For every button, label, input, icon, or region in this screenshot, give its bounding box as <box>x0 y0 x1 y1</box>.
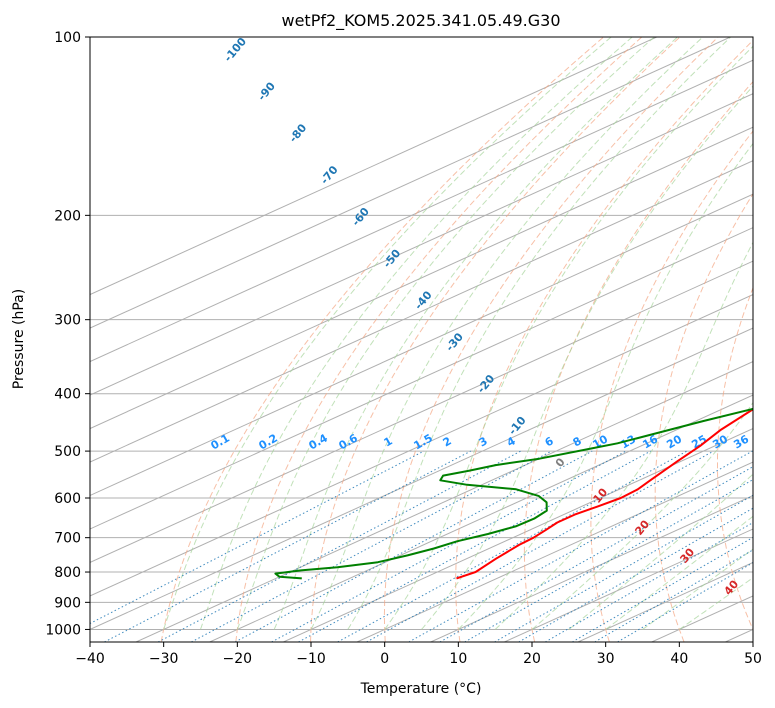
isotherm <box>430 494 753 642</box>
mixing-ratio-line <box>90 450 425 625</box>
y-axis: 100 200 300 400 500 600 700 800 900 1000 <box>45 30 90 638</box>
moist-adiabat <box>494 241 753 630</box>
dry-adiabat <box>654 192 753 642</box>
moist-adiabat <box>273 37 678 630</box>
x-tick-label: 0 <box>380 651 389 667</box>
moist-adiabat <box>679 577 753 630</box>
plot-frame <box>89 36 754 643</box>
isotherm <box>90 160 753 463</box>
isotherm <box>356 461 753 642</box>
isotherm <box>209 394 753 642</box>
isotherm <box>90 126 753 430</box>
x-tick-label: 30 <box>597 651 615 667</box>
y-tick-label: 1000 <box>45 622 81 638</box>
sounding-series <box>274 407 753 580</box>
mixing-ratio-line <box>271 450 627 642</box>
isotherm <box>90 260 753 564</box>
x-tick-label: −10 <box>296 651 326 667</box>
mixing-ratio-line <box>408 450 753 642</box>
moist-adiabat <box>236 37 655 630</box>
x-tick-label: 20 <box>523 651 541 667</box>
isotherm <box>90 193 753 497</box>
isotherm <box>90 327 753 630</box>
x-axis: −40 −30 −20 −10 0 10 20 30 40 50 <box>75 642 762 667</box>
x-tick-label: −30 <box>149 651 179 667</box>
moist-adiabat <box>568 473 753 630</box>
isotherm <box>283 427 753 642</box>
moist-adiabat <box>421 85 753 630</box>
x-tick-label: 40 <box>670 651 688 667</box>
x-tick-label: 10 <box>449 651 467 667</box>
mixing-ratio-line <box>494 494 753 642</box>
dry-adiabat <box>160 37 604 642</box>
moist-adiabat <box>531 401 753 630</box>
isotherm <box>90 294 753 597</box>
series-line-dewpoint <box>274 407 753 580</box>
y-tick-label: 900 <box>54 595 81 611</box>
mixing-ratio-line <box>518 507 753 642</box>
x-tick-label: 50 <box>744 651 762 667</box>
moist-adiabat <box>163 37 612 630</box>
plot-background <box>90 37 753 642</box>
isotherm <box>90 37 657 296</box>
moist-adiabat <box>384 45 753 630</box>
x-tick-label: −40 <box>75 651 105 667</box>
dry-adiabat <box>383 37 719 642</box>
dry-adiabat <box>590 130 753 642</box>
mixing-ratio-line <box>464 479 753 642</box>
y-tick-label: 200 <box>54 208 81 224</box>
isotherm <box>90 93 753 396</box>
isotherm <box>90 37 731 329</box>
moist-adiabat <box>347 37 732 630</box>
mixing-ratio-line <box>298 450 651 642</box>
y-axis-label: Pressure (hPa) <box>11 289 27 389</box>
moist-adiabat <box>310 37 704 630</box>
dry-adiabat <box>455 39 753 642</box>
y-tick-label: 500 <box>54 444 81 460</box>
dry-adiabat <box>523 80 753 642</box>
isotherm <box>135 361 753 642</box>
isotherm <box>90 59 753 363</box>
x-axis-label: Temperature (°C) <box>360 681 482 697</box>
dry-adiabat <box>717 286 753 631</box>
dry-adiabat <box>310 37 681 642</box>
isotherm <box>504 528 753 642</box>
y-tick-label: 600 <box>54 491 81 507</box>
y-tick-label: 700 <box>54 531 81 547</box>
chart-title: wetPf2_KOM5.2025.341.05.49.G30 <box>281 11 560 31</box>
x-tick-label: −20 <box>223 651 253 667</box>
y-tick-label: 300 <box>54 313 81 329</box>
moist-adiabat <box>457 142 753 630</box>
mixing-ratio-line <box>234 450 593 642</box>
mixing-ratio-line <box>439 466 753 642</box>
mixing-ratio-line <box>104 450 471 642</box>
isotherm <box>90 227 753 530</box>
series-line-temperature <box>456 408 753 580</box>
background-lines <box>90 37 753 642</box>
moist-adiabat <box>200 37 633 630</box>
y-tick-label: 400 <box>54 387 81 403</box>
y-tick-label: 100 <box>54 30 81 46</box>
y-tick-label: 800 <box>54 565 81 581</box>
